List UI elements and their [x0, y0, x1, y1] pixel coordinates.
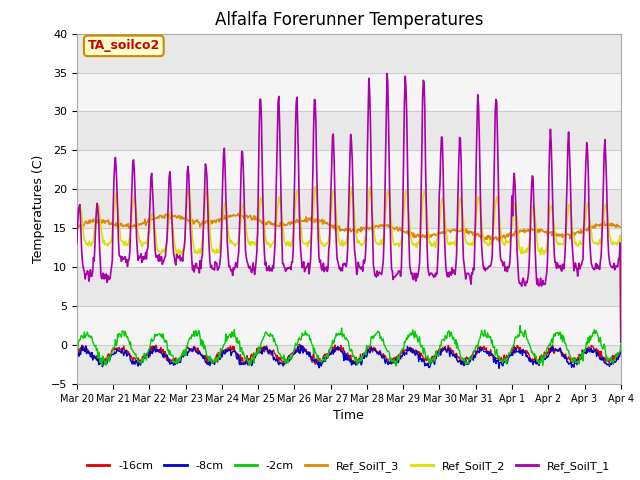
Bar	[77, 111, 621, 150]
Y-axis label: Temperatures (C): Temperatures (C)	[32, 155, 45, 263]
Legend: -16cm, -8cm, -2cm, Ref_SoilT_3, Ref_SoilT_2, Ref_SoilT_1: -16cm, -8cm, -2cm, Ref_SoilT_3, Ref_Soil…	[83, 457, 615, 477]
Bar	[77, 34, 621, 72]
Title: Alfalfa Forerunner Temperatures: Alfalfa Forerunner Temperatures	[214, 11, 483, 29]
Bar	[77, 345, 621, 384]
Bar	[77, 189, 621, 228]
Text: TA_soilco2: TA_soilco2	[88, 39, 160, 52]
Bar	[77, 267, 621, 306]
X-axis label: Time: Time	[333, 409, 364, 422]
